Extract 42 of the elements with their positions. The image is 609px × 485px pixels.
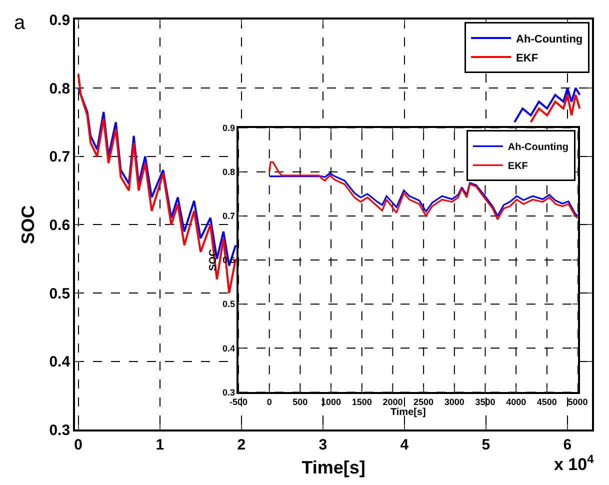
legend-label: Ah-Counting [516,33,583,46]
legend-label: Ah-Counting [508,142,568,154]
x-tick-label: 1500 [352,396,372,407]
x-tick-label: 0 [74,436,83,454]
text: x 10$^{4}$ [554,452,594,474]
x-tick-label: 4 [400,436,410,454]
y-tick-label: 0.4 [49,354,71,371]
x-tick-label: 2500 [414,396,434,407]
x-tick-label: 3000 [444,396,464,407]
y-tick-label: 0.6 [222,255,235,266]
x-axis-title: Time[s] [302,457,366,478]
y-axis-title: SOC [18,205,38,244]
x-tick-label: 6 [563,436,572,454]
y-axis-title: SOC [208,249,219,271]
y-tick-label: 0.7 [222,211,235,222]
legend-label: EKF [508,161,528,172]
x-tick-label: 500 [292,396,308,407]
x-tick-label: 4500 [536,396,557,407]
x-axis-title: Time[s] [390,406,426,418]
x-tick-label: 4000 [506,396,526,407]
x-tick-label: 2 [237,436,246,454]
line-series [268,172,578,217]
y-tick-label: 0.6 [49,216,70,234]
x-tick-label: 2000 [382,396,403,407]
x-tick-label: 5 [482,436,490,454]
y-tick-label: 0.5 [222,299,235,310]
y-tick-label: 0.4 [222,343,235,354]
line-series [268,161,578,220]
y-tick-label: 0.5 [49,285,70,302]
y-tick-label: 0.9 [222,122,235,133]
y-tick-label: 0.3 [222,387,235,398]
x-tick-label: 0 [266,396,272,407]
x-tick-label: 1 [156,436,164,454]
text: a [14,12,26,34]
y-tick-label: 0.3 [49,422,70,439]
y-tick-label: 0.7 [49,148,70,166]
y-tick-label: 0.8 [49,80,70,98]
legend-label: EKF [516,52,538,64]
x-tick-label: 5000 [568,396,588,407]
y-tick-label: 0.8 [222,167,235,178]
x-tick-label: 3 [318,436,328,454]
y-tick-label: 0.9 [49,12,70,29]
